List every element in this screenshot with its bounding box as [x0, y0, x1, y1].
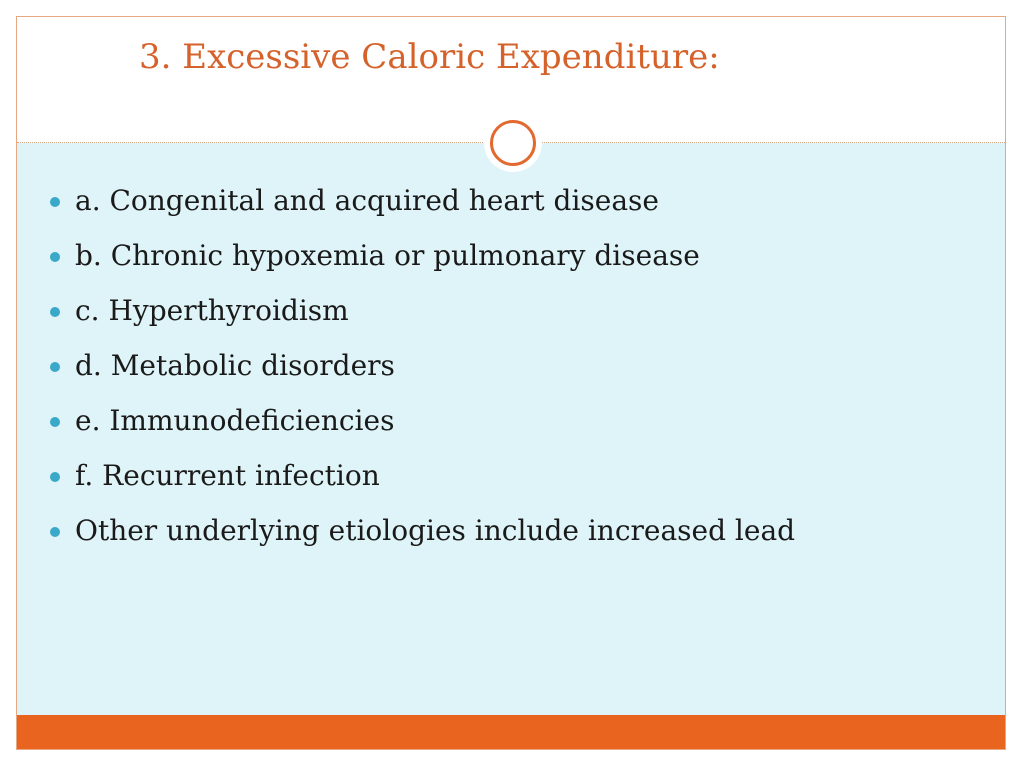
bullet-text: c. Hyperthyroidism [75, 294, 349, 327]
bullet-text: a. Congenital and acquired heart disease [75, 184, 659, 217]
bullet-text: d. Metabolic disorders [75, 349, 395, 382]
list-item: d. Metabolic disorders [47, 346, 795, 401]
slide: 3. Excessive Caloric Expenditure: a. Con… [16, 16, 1006, 750]
bullet-icon [50, 307, 60, 317]
bullet-icon [50, 362, 60, 372]
bullet-icon [50, 527, 60, 537]
bullet-text: Other underlying etiologies include incr… [75, 514, 796, 547]
footer-accent-bar [17, 715, 1005, 749]
bullet-text: b. Chronic hypoxemia or pulmonary diseas… [75, 239, 700, 272]
bullet-list: a. Congenital and acquired heart disease… [47, 181, 795, 566]
list-item: b. Chronic hypoxemia or pulmonary diseas… [47, 236, 795, 291]
content-area [17, 143, 1005, 717]
bullet-text: f. Recurrent infection [75, 459, 380, 492]
bullet-text: e. Immunоdeficiencies [75, 404, 395, 437]
list-item: a. Congenital and acquired heart disease [47, 181, 795, 236]
circle-ornament-icon [484, 114, 542, 172]
list-item: Other underlying etiologies include incr… [47, 511, 795, 566]
list-item: e. Immunоdeficiencies [47, 401, 795, 456]
bullet-icon [50, 252, 60, 262]
list-item: c. Hyperthyroidism [47, 291, 795, 346]
slide-title: 3. Excessive Caloric Expenditure: [139, 37, 720, 77]
list-item: f. Recurrent infection [47, 456, 795, 511]
ornament-ring [490, 120, 536, 166]
bullet-icon [50, 417, 60, 427]
bullet-icon [50, 472, 60, 482]
bullet-icon [50, 197, 60, 207]
